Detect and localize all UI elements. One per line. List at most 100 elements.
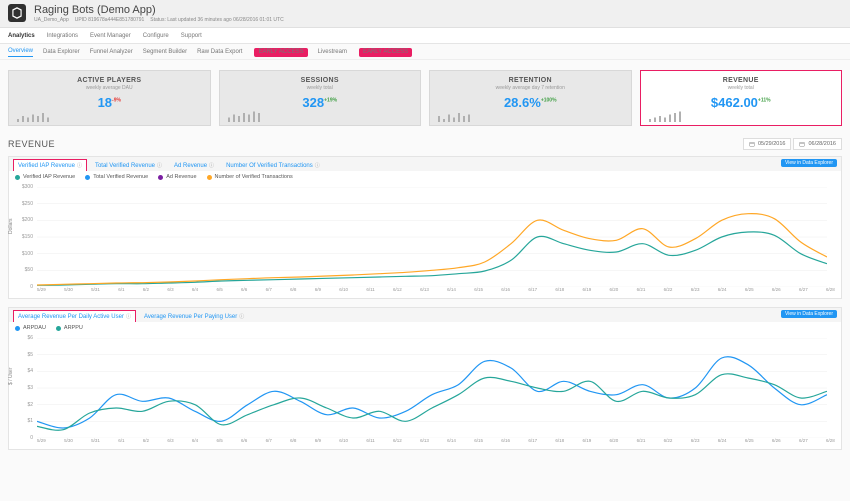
nav2-segment-builder[interactable]: Segment Builder [143,49,187,57]
kpi-card-active-players[interactable]: ACTIVE PLAYERS weekly average DAU 18-9% [8,70,211,126]
legend-item: Ad Revenue [158,174,196,180]
ytick-label: $250 [22,201,33,207]
xtick-label: 5/30 [64,438,73,443]
xtick-label: 6/22 [664,438,673,443]
sparkline [228,110,268,122]
chart-tab[interactable]: Total Verified Revenueⓘ [91,160,166,171]
open-data-explorer-button[interactable]: View in Data Explorer [781,310,837,318]
date-to-label: 06/28/2016 [808,141,836,147]
ytick-label: $6 [27,335,33,341]
chart1-legend: Verified IAP RevenueTotal Verified Reven… [9,171,841,183]
nav2-funnel-analyzer[interactable]: Funnel Analyzer [90,49,133,57]
chart1: Dollars $300$250$200$150$100$500 5/295/3… [9,183,841,298]
kpi-title: ACTIVE PLAYERS [9,77,210,84]
chart2-legend: ARPDAUARPPU [9,322,841,334]
xtick-label: 6/12 [393,438,402,443]
kpi-card-sessions[interactable]: SESSIONS weekly total 328+19% [219,70,422,126]
legend-dot [15,175,20,180]
open-data-explorer-button[interactable]: View in Data Explorer [781,159,837,167]
sparkline [438,110,478,122]
xtick-label: 6/25 [745,287,754,292]
ytick-label: $5 [27,352,33,358]
secondary-nav: Overview Data Explorer Funnel Analyzer Segm… [0,44,850,60]
xtick-label: 6/9 [315,438,321,443]
xtick-label: 6/9 [315,287,321,292]
kpi-value: $462.00+11% [641,95,842,110]
nav1-integrations[interactable]: Integrations [47,33,78,39]
date-from-button[interactable]: 05/29/2016 [743,138,792,150]
xtick-label: 6/5 [216,287,222,292]
kpi-pct: +11% [758,98,771,104]
app-header: Raging Bots (Demo App) UA_Demo_App UPID … [0,0,850,28]
help-icon: ⓘ [209,162,214,169]
kpi-title: REVENUE [641,77,842,84]
unity-logo [8,4,26,22]
ytick-label: $3 [27,385,33,391]
ytick-label: 0 [30,284,33,290]
chart1-tabs: Verified IAP Revenueⓘ Total Verified Reve… [9,157,841,171]
xtick-label: 6/18 [555,287,564,292]
kpi-card-retention[interactable]: RETENTION weekly average day 7 retention… [429,70,632,126]
chart-tab[interactable]: Ad Revenueⓘ [170,160,218,171]
nav1-configure[interactable]: Configure [143,33,169,39]
nav2-data-explorer[interactable]: Data Explorer [43,49,80,57]
nav2-livestream[interactable]: Livestream [318,49,347,57]
xtick-label: 5/29 [37,438,46,443]
xtick-label: 5/29 [37,287,46,292]
chart-tab[interactable]: Average Revenue Per Daily Active Userⓘ [13,310,136,322]
legend-dot [158,175,163,180]
xtick-label: 6/15 [474,287,483,292]
xtick-label: 6/16 [501,438,510,443]
kpi-pct: -9% [112,98,121,104]
legend-dot [85,175,90,180]
chart-tab[interactable]: Number Of Verified Transactionsⓘ [222,160,324,171]
chart2-svg [37,338,827,438]
kpi-cards: ACTIVE PLAYERS weekly average DAU 18-9% … [0,60,850,136]
primary-nav: Analytics Integrations Event Manager Config… [0,28,850,44]
xtick-label: 6/14 [447,287,456,292]
xtick-label: 6/13 [420,287,429,292]
xtick-label: 6/2 [143,438,149,443]
kpi-value: 18-9% [9,95,210,110]
help-icon: ⓘ [77,162,82,169]
nav2-overview[interactable]: Overview [8,48,33,57]
kpi-value: 328+19% [220,95,421,110]
xtick-label: 6/27 [799,438,808,443]
legend-dot [15,326,20,331]
xtick-label: 6/18 [555,438,564,443]
chart1-ylabel: Dollars [8,218,14,234]
chart2-ylabel: $ / User [8,367,14,385]
chart-tab[interactable]: Average Revenue Per Paying Userⓘ [140,311,248,322]
xtick-label: 6/4 [192,287,198,292]
xtick-label: 6/21 [637,287,646,292]
calendar-icon [799,141,805,147]
xtick-label: 6/16 [501,287,510,292]
xtick-label: 6/3 [167,287,173,292]
xtick-label: 6/1 [118,287,124,292]
date-to-button[interactable]: 06/28/2016 [793,138,842,150]
date-range-picker: 05/29/2016 06/28/2016 [743,138,842,150]
kpi-title: RETENTION [430,77,631,84]
xtick-label: 6/26 [772,287,781,292]
xtick-label: 6/5 [216,438,222,443]
xtick-label: 6/8 [290,287,296,292]
kpi-title: SESSIONS [220,77,421,84]
ytick-label: $150 [22,234,33,240]
nav1-event-manager[interactable]: Event Manager [90,33,131,39]
xtick-label: 6/8 [290,438,296,443]
nav1-analytics[interactable]: Analytics [8,33,35,39]
early-access-badge: EARLY ACCESS [359,48,412,57]
chart-tab[interactable]: Verified IAP Revenueⓘ [13,159,87,171]
kpi-subtitle: weekly total [220,85,421,91]
nav2-raw-data-export[interactable]: Raw Data Export [197,49,242,57]
kpi-subtitle: weekly average day 7 retention [430,85,631,91]
help-icon: ⓘ [126,313,131,320]
kpi-pct: +100% [541,98,557,104]
kpi-card-revenue[interactable]: REVENUE weekly total $462.00+11% [640,70,843,126]
xtick-label: 6/24 [718,287,727,292]
nav1-support[interactable]: Support [181,33,202,39]
xtick-label: 5/31 [91,287,100,292]
xtick-label: 6/10 [339,438,348,443]
xtick-label: 6/12 [393,287,402,292]
xtick-label: 6/17 [528,438,537,443]
